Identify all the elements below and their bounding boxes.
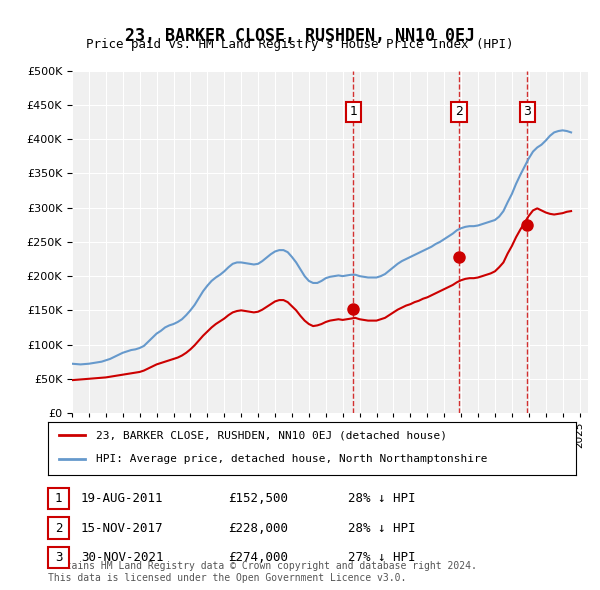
Text: 19-AUG-2011: 19-AUG-2011 — [81, 492, 163, 505]
Text: 3: 3 — [523, 106, 532, 119]
Text: 28% ↓ HPI: 28% ↓ HPI — [348, 492, 415, 505]
Text: 3: 3 — [55, 551, 62, 564]
Text: £228,000: £228,000 — [228, 522, 288, 535]
Text: 27% ↓ HPI: 27% ↓ HPI — [348, 551, 415, 564]
Text: 2: 2 — [55, 522, 62, 535]
Text: HPI: Average price, detached house, North Northamptonshire: HPI: Average price, detached house, Nort… — [95, 454, 487, 464]
Text: 30-NOV-2021: 30-NOV-2021 — [81, 551, 163, 564]
Text: Contains HM Land Registry data © Crown copyright and database right 2024.
This d: Contains HM Land Registry data © Crown c… — [48, 561, 477, 583]
Text: 28% ↓ HPI: 28% ↓ HPI — [348, 522, 415, 535]
Text: 1: 1 — [349, 106, 357, 119]
Text: 2: 2 — [455, 106, 463, 119]
Text: 15-NOV-2017: 15-NOV-2017 — [81, 522, 163, 535]
Text: 23, BARKER CLOSE, RUSHDEN, NN10 0EJ (detached house): 23, BARKER CLOSE, RUSHDEN, NN10 0EJ (det… — [95, 430, 446, 440]
Text: 23, BARKER CLOSE, RUSHDEN, NN10 0EJ: 23, BARKER CLOSE, RUSHDEN, NN10 0EJ — [125, 27, 475, 45]
Text: £152,500: £152,500 — [228, 492, 288, 505]
Text: 1: 1 — [55, 492, 62, 505]
Text: Price paid vs. HM Land Registry's House Price Index (HPI): Price paid vs. HM Land Registry's House … — [86, 38, 514, 51]
Text: £274,000: £274,000 — [228, 551, 288, 564]
